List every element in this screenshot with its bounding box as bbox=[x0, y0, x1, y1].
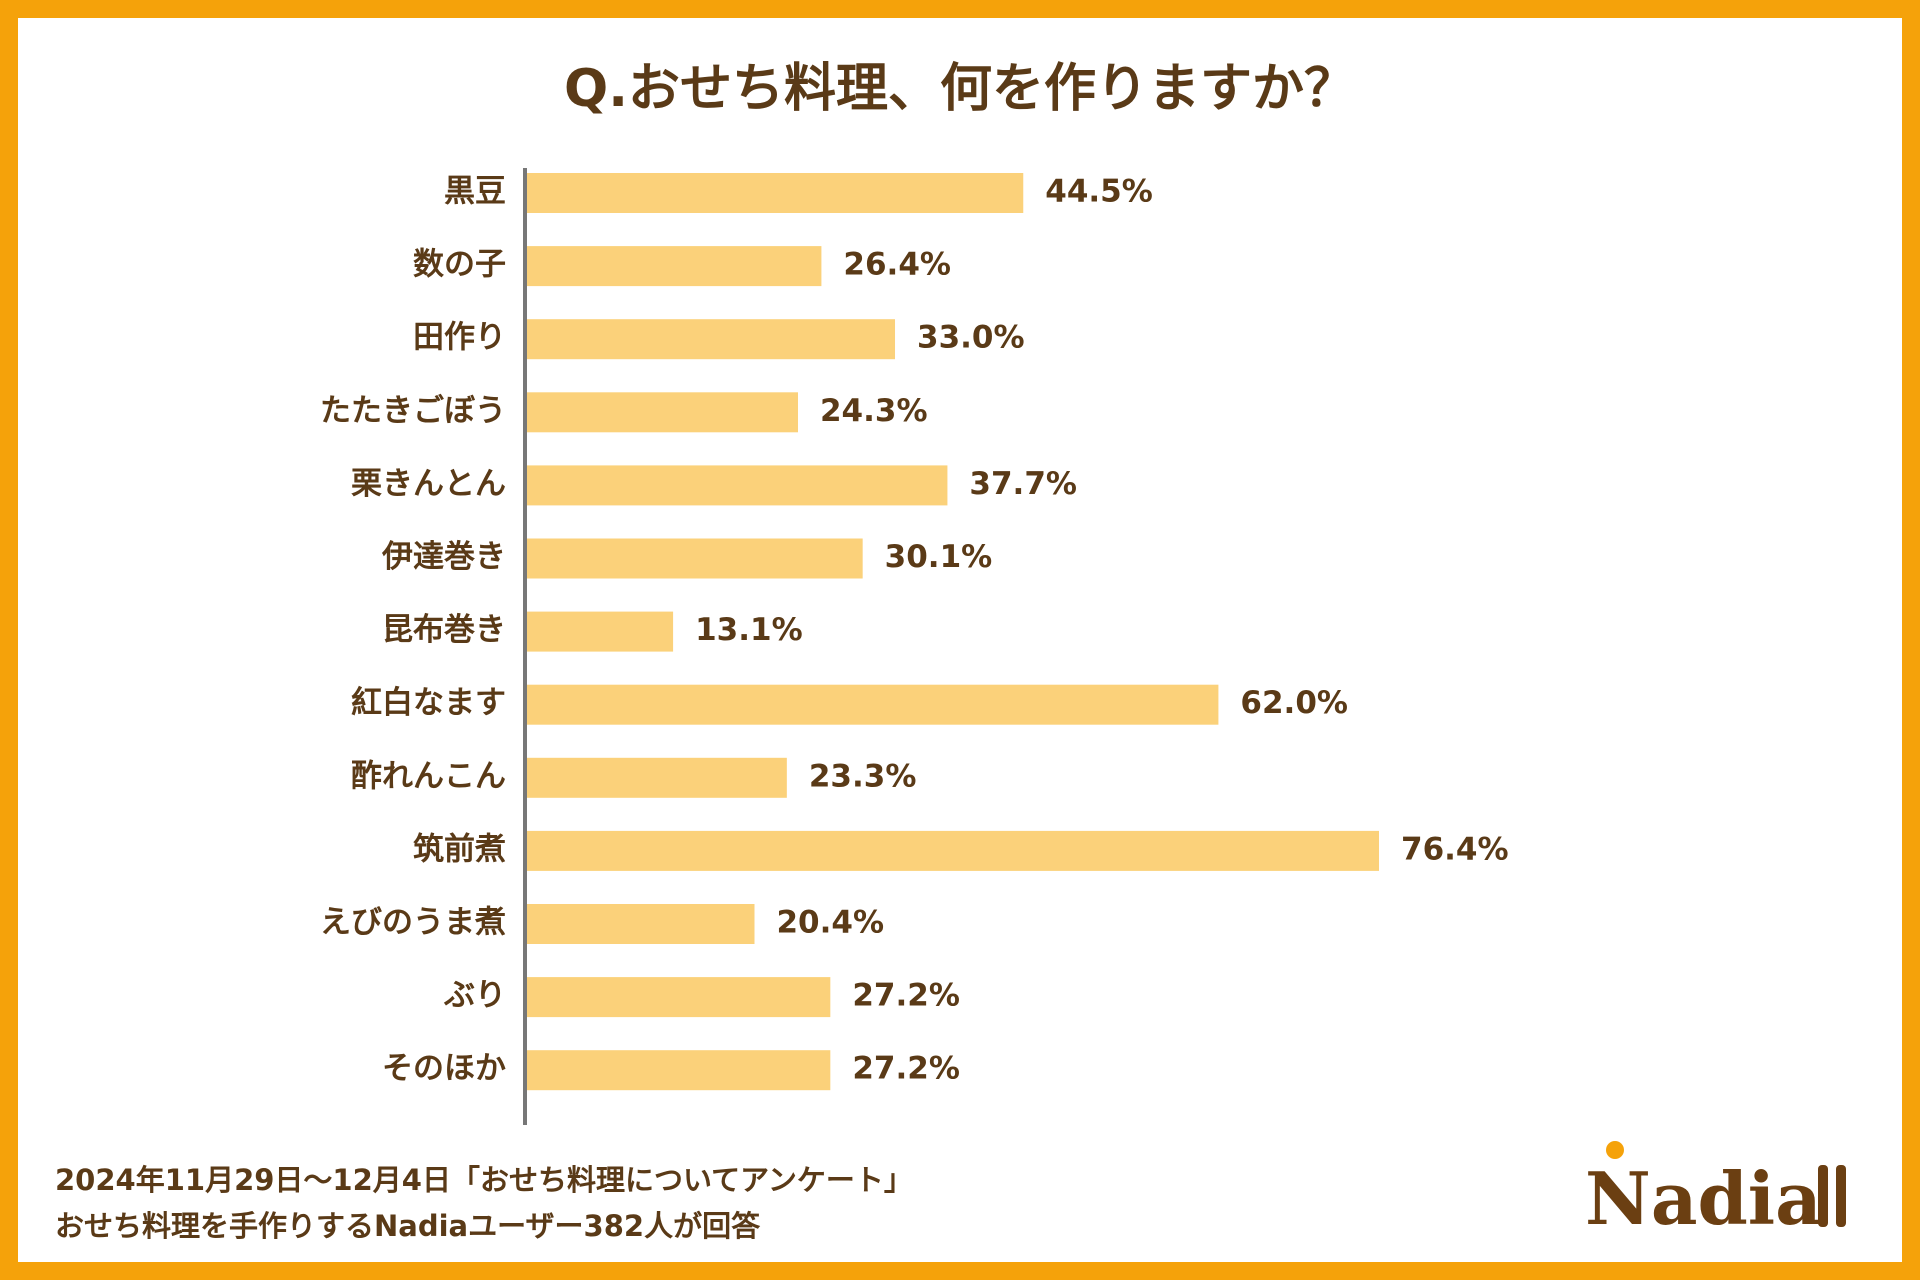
bar bbox=[527, 173, 1024, 213]
value-label: 44.5% bbox=[1045, 174, 1153, 210]
category-label: 伊達巻き bbox=[381, 539, 506, 575]
logo-flower bbox=[1606, 1141, 1624, 1159]
category-label: 筑前煮 bbox=[413, 831, 506, 867]
category-label: そのほか bbox=[382, 1051, 506, 1087]
bar bbox=[527, 465, 948, 506]
value-label: 26.4% bbox=[843, 247, 951, 283]
category-label: 栗きんとん bbox=[351, 466, 506, 502]
category-label: えびのうま煮 bbox=[320, 905, 506, 941]
value-label: 13.1% bbox=[695, 612, 803, 648]
value-label: 30.1% bbox=[885, 539, 993, 575]
bar bbox=[527, 319, 896, 360]
chart-title: Q.おせち料理、何を作りますか？ bbox=[564, 59, 1356, 119]
bar bbox=[527, 538, 863, 579]
category-label: 昆布巻き bbox=[382, 612, 506, 648]
bar bbox=[527, 392, 798, 433]
bar bbox=[527, 904, 755, 944]
category-label: 酢れんこん bbox=[351, 758, 506, 794]
category-label: ぶり bbox=[443, 978, 506, 1014]
value-label: 20.4% bbox=[776, 905, 884, 941]
value-label: 37.7% bbox=[969, 466, 1077, 502]
logo-spoon bbox=[1836, 1165, 1846, 1227]
value-label: 76.4% bbox=[1401, 831, 1509, 867]
bar bbox=[527, 757, 787, 798]
logo: Nadia bbox=[1585, 1156, 1822, 1241]
category-label: たたきごぼう bbox=[320, 393, 506, 429]
value-label: 62.0% bbox=[1240, 685, 1348, 721]
category-label: 黒豆 bbox=[444, 174, 506, 210]
category-label: 数の子 bbox=[413, 247, 506, 283]
bar bbox=[527, 611, 674, 652]
logo-fork bbox=[1818, 1165, 1828, 1227]
note: おせち料理を手作りするNadiaユーザー382人が回答 bbox=[55, 1209, 761, 1243]
value-label: 27.2% bbox=[852, 1051, 960, 1087]
value-label: 33.0% bbox=[917, 320, 1025, 356]
category-label: 紅白なます bbox=[351, 685, 506, 721]
value-label: 27.2% bbox=[852, 978, 960, 1014]
bar bbox=[527, 246, 822, 287]
bar bbox=[527, 830, 1379, 871]
note: 2024年11月29日〜12月4日「おせち料理についてアンケート」 bbox=[55, 1163, 913, 1197]
value-label: 23.3% bbox=[809, 758, 917, 794]
value-label: 24.3% bbox=[820, 393, 928, 429]
bar bbox=[527, 684, 1219, 725]
bar bbox=[527, 1050, 831, 1091]
category-label: 田作り bbox=[413, 320, 506, 356]
bar bbox=[527, 977, 831, 1018]
